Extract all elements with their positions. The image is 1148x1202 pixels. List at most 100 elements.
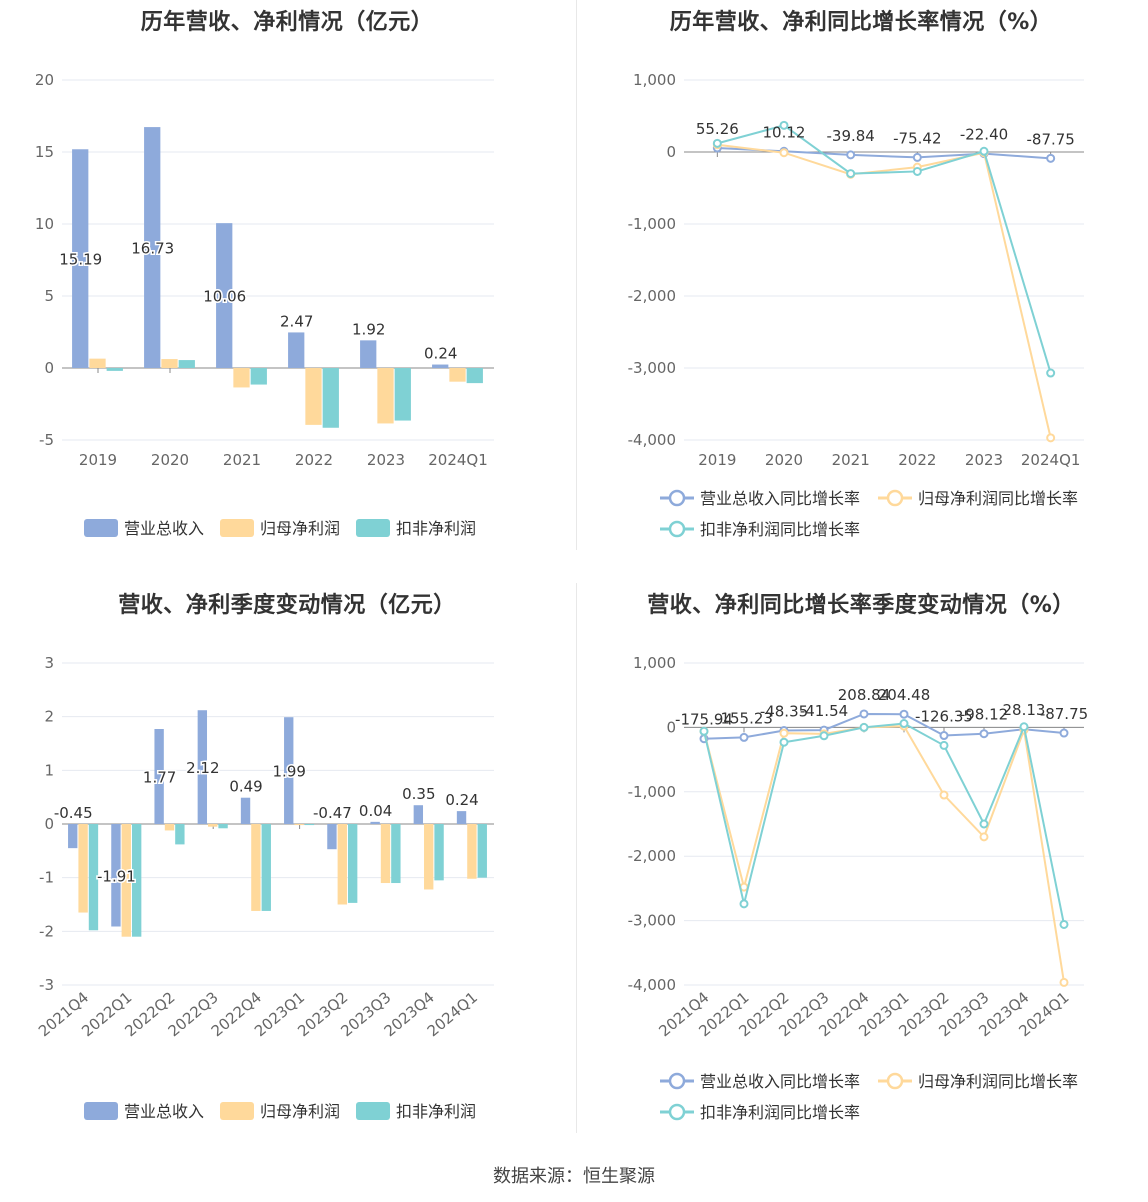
data-point — [1046, 153, 1056, 163]
x-tick-label: 2024Q1 — [428, 451, 488, 469]
y-tick-label: -3,000 — [628, 912, 676, 930]
annual-revenue-profit-svg: 20 15 10 5 0 -5 2019 2020 2021 2022 2023 2024Q1 15.1… — [35, 71, 494, 538]
line-series-1 — [712, 143, 1056, 163]
bar — [284, 717, 294, 824]
data-point — [939, 731, 949, 741]
data-labels: 15.19 16.73 10.06 2.47 1.92 0.24 — [58, 238, 459, 364]
y-axis-grid: 1,000 0 -1,000 -2,000 -3,000 -4,000 — [628, 654, 1084, 994]
bar — [434, 824, 444, 881]
bar — [413, 805, 424, 824]
bar — [111, 824, 121, 927]
y-tick-label: 20 — [35, 71, 54, 89]
data-label: 2.12 — [186, 759, 219, 777]
x-tick-label: 2023 — [965, 451, 1003, 469]
x-tick-label: 2020 — [151, 451, 189, 469]
y-tick-label: -2 — [39, 922, 54, 940]
data-label: 10.06 — [203, 288, 246, 306]
bar — [144, 127, 161, 368]
chart-title: 历年营收、净利同比增长率情况（%） — [669, 10, 1053, 35]
legend-swatch-marker — [886, 489, 904, 507]
quarterly-growth-rate-svg: 1,000 0 -1,000 -2,000 -3,000 -4,0002021Q42022… — [628, 654, 1089, 1122]
legend-swatch-marker — [668, 520, 686, 538]
x-tick-label: 2019 — [79, 451, 117, 469]
data-label: 28.13 — [1003, 701, 1046, 719]
y-tick-label: -2,000 — [628, 287, 676, 305]
data-label: -39.84 — [826, 127, 874, 145]
data-label: -175.94 — [675, 711, 733, 729]
x-tick-label: 2024Q1 — [1021, 451, 1081, 469]
annual-revenue-profit-chart: 历年营收、净利情况（亿元） 20 15 10 5 0 -5 2019 2020 2021 2022… — [0, 0, 574, 580]
data-point — [859, 709, 869, 719]
legend-label: 归母净利润 — [260, 519, 340, 538]
bar — [216, 223, 233, 368]
bar — [337, 824, 347, 905]
bar-series-2 — [89, 358, 466, 425]
y-tick-label: -1,000 — [628, 783, 676, 801]
bar — [68, 824, 78, 849]
data-point — [739, 732, 749, 742]
bar — [261, 824, 271, 911]
legend-label: 营业总收入同比增长率 — [700, 489, 860, 508]
data-point — [899, 709, 909, 719]
bar — [370, 821, 380, 824]
x-tick-label: 2021 — [832, 451, 870, 469]
bar — [250, 368, 267, 385]
y-tick-label: 1 — [44, 761, 54, 779]
bar — [233, 368, 250, 388]
y-tick-label: -1 — [39, 869, 54, 887]
data-point — [859, 722, 869, 732]
divider — [576, 583, 577, 1133]
legend-swatch — [220, 519, 254, 537]
data-point — [846, 150, 856, 160]
data-label: 1.77 — [143, 769, 176, 787]
chart-title: 营收、净利同比增长率季度变动情况（%） — [647, 593, 1075, 618]
legend-label: 营业总收入 — [124, 519, 204, 538]
data-point — [846, 169, 856, 179]
data-label: 1.99 — [273, 763, 306, 781]
data-point — [1059, 728, 1069, 738]
data-point — [1046, 368, 1056, 378]
data-point — [939, 740, 949, 750]
data-label: 0.35 — [402, 785, 435, 803]
bar — [251, 824, 261, 911]
legend-label: 归母净利润同比增长率 — [918, 1072, 1078, 1091]
legend-swatch-marker — [668, 1072, 686, 1090]
bar — [218, 824, 228, 829]
x-tick-label: 2020 — [765, 451, 803, 469]
legend-swatch — [356, 1102, 390, 1120]
legend-swatch — [220, 1102, 254, 1120]
legend-label: 扣非净利润同比增长率 — [700, 1103, 860, 1122]
y-tick-label: 10 — [35, 215, 54, 233]
bar — [197, 710, 208, 824]
legend-swatch-marker — [668, 489, 686, 507]
data-label: 2.47 — [280, 312, 313, 330]
bar — [175, 824, 185, 845]
bar — [178, 360, 195, 368]
data-label: -0.47 — [313, 804, 352, 822]
data-label: -98.12 — [960, 706, 1008, 724]
y-tick-label: 0 — [666, 718, 676, 736]
data-point — [779, 728, 789, 738]
data-label: -87.75 — [1040, 705, 1088, 723]
bar — [467, 824, 477, 879]
data-point — [1019, 722, 1029, 732]
data-label: -1.91 — [97, 867, 136, 885]
data-point — [899, 719, 909, 729]
data-point — [819, 731, 829, 741]
bar — [380, 824, 391, 884]
bar — [131, 824, 142, 937]
line-series-3 — [699, 719, 1069, 929]
data-label: -126.35 — [915, 708, 973, 726]
data-label: 0.24 — [445, 791, 478, 809]
x-tick-label: 2021 — [223, 451, 261, 469]
data-point — [779, 120, 789, 130]
data-label: 0.24 — [424, 345, 457, 363]
bar — [424, 824, 434, 890]
legend-label: 营业总收入同比增长率 — [700, 1072, 860, 1091]
x-tick-label: 2023 — [367, 451, 405, 469]
bar — [377, 368, 394, 424]
legend-label: 归母净利润 — [260, 1102, 340, 1121]
